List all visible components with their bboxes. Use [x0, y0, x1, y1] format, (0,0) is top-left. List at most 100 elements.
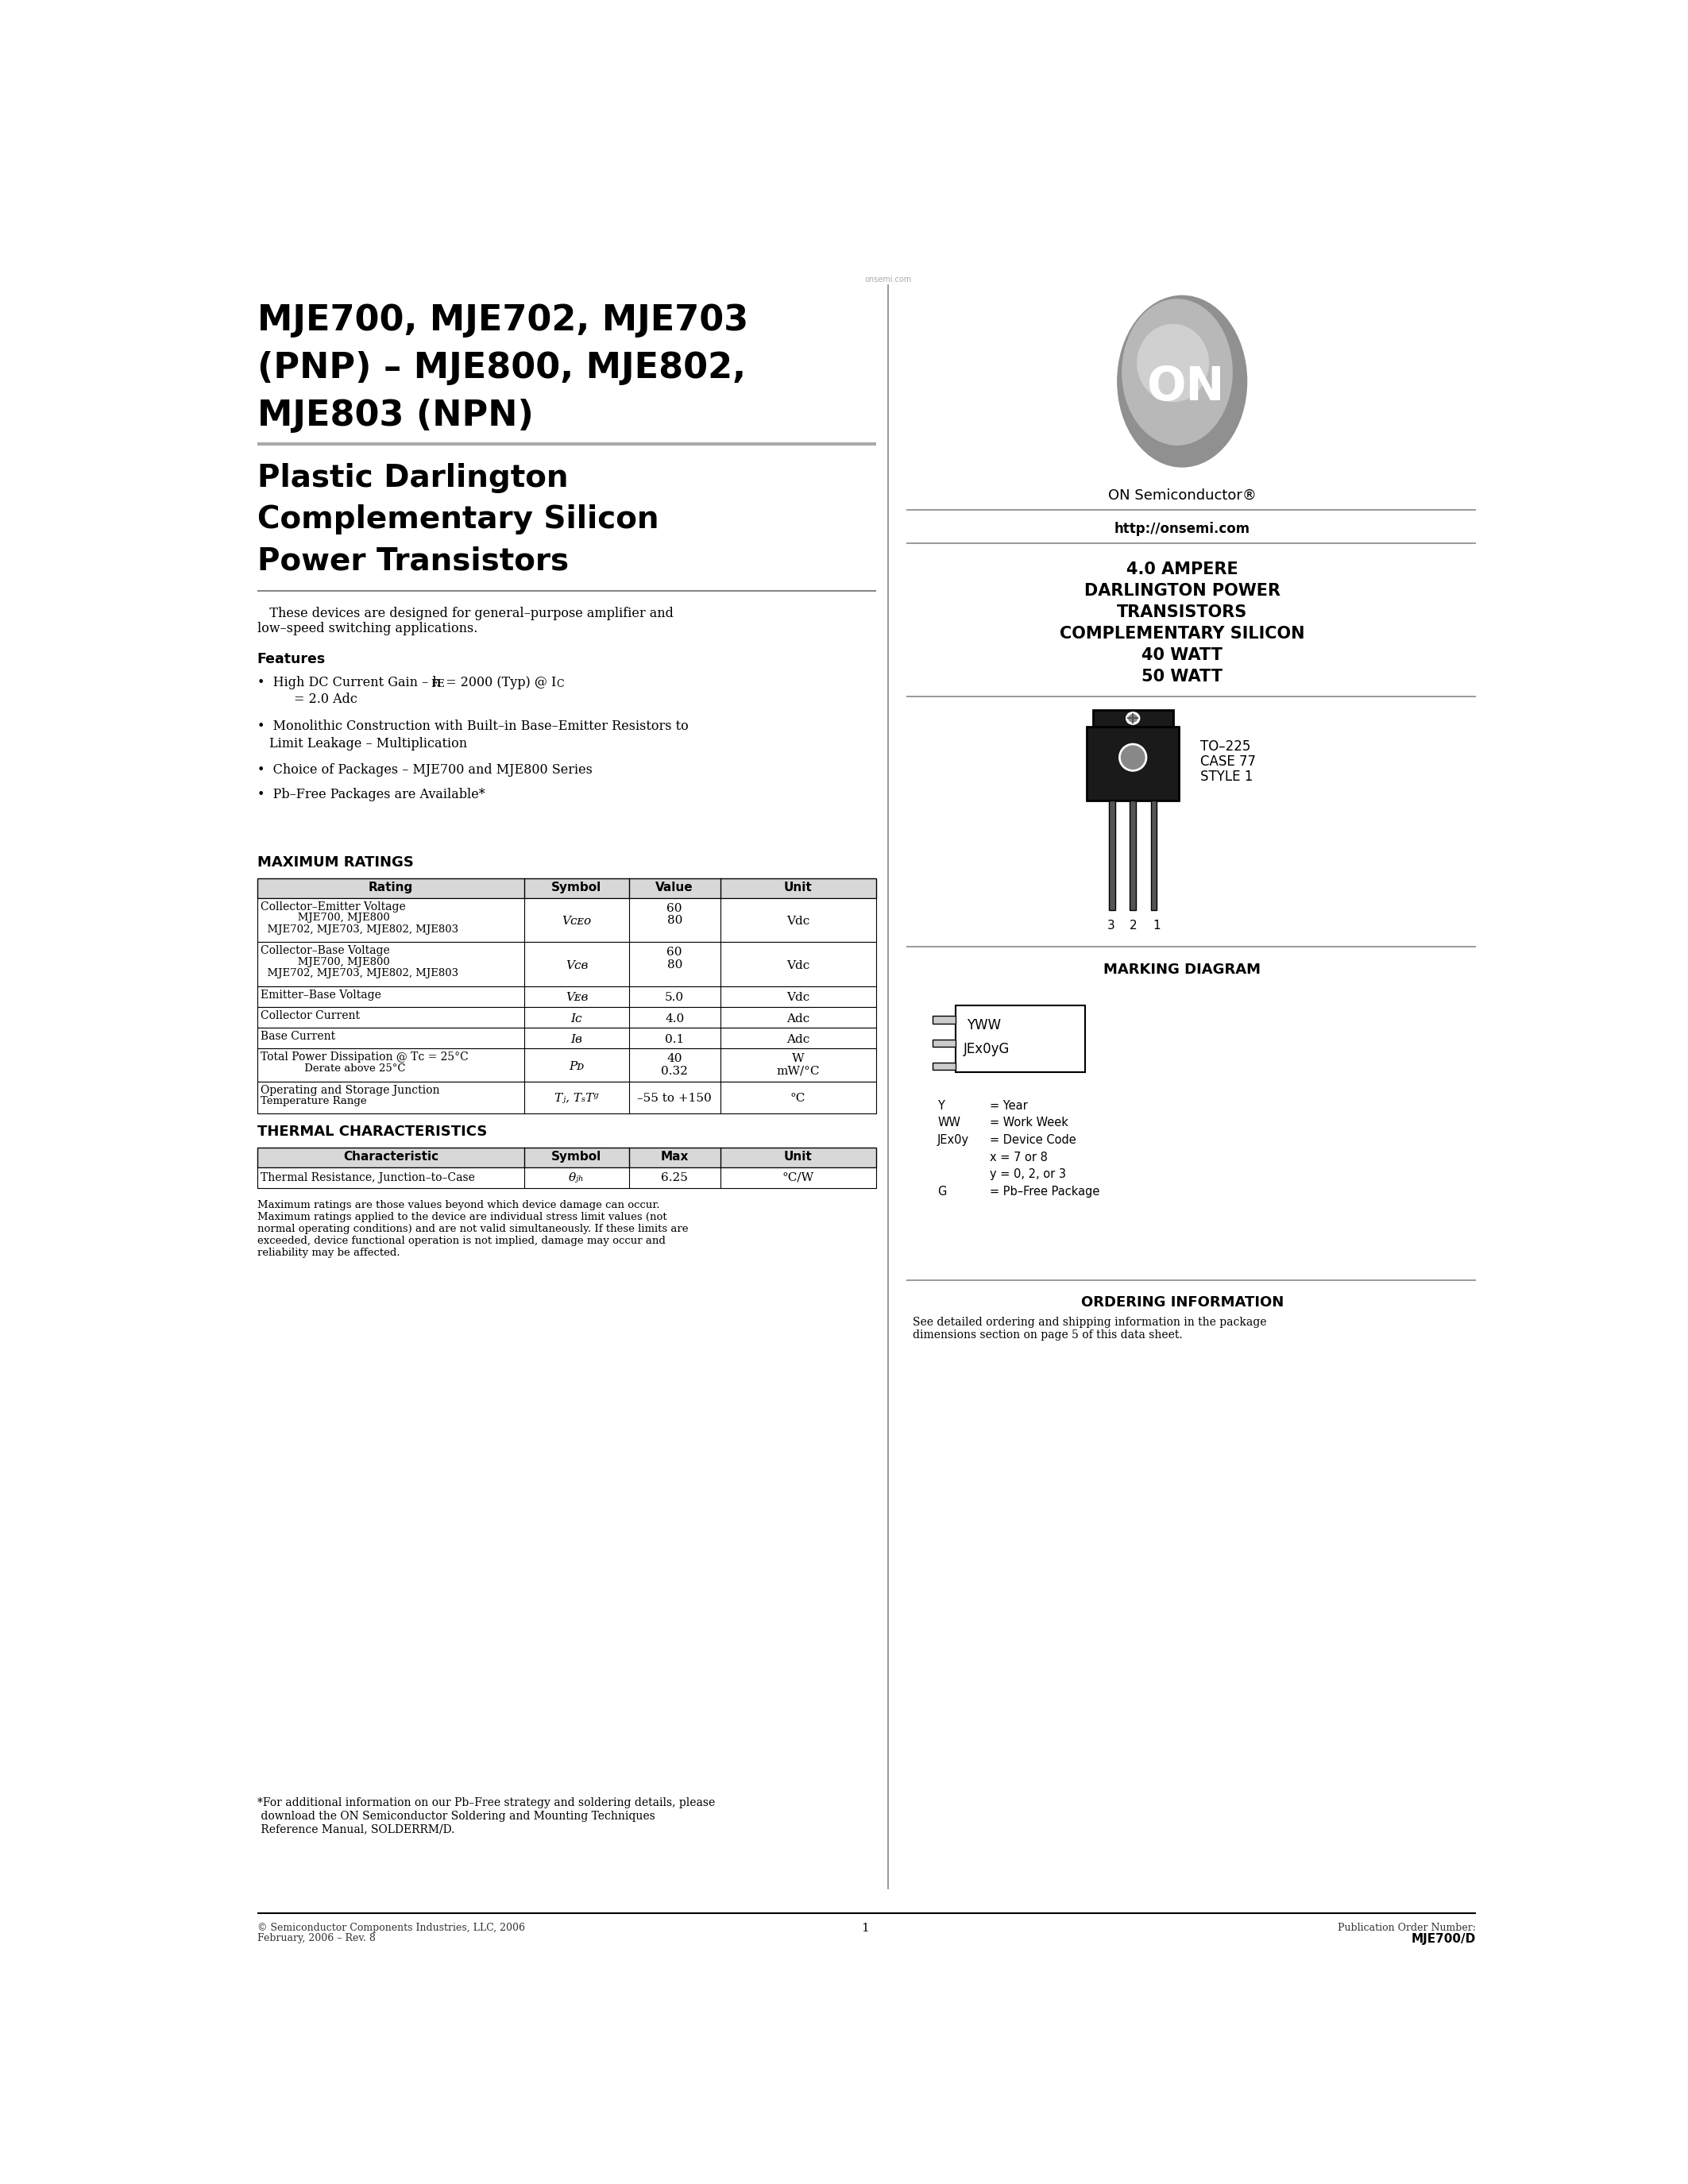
Text: ON Semiconductor®: ON Semiconductor®: [1107, 489, 1256, 502]
Bar: [257, 1029, 876, 1048]
Text: February, 2006 – Rev. 8: February, 2006 – Rev. 8: [257, 1933, 375, 1944]
Text: y = 0, 2, or 3: y = 0, 2, or 3: [989, 1168, 1067, 1179]
Text: Vᴄᴇᴏ: Vᴄᴇᴏ: [562, 915, 591, 926]
Text: JEx0y: JEx0y: [937, 1133, 969, 1147]
Text: COMPLEMENTARY SILICON: COMPLEMENTARY SILICON: [1060, 627, 1305, 642]
Text: Collector–Emitter Voltage: Collector–Emitter Voltage: [260, 902, 405, 913]
Text: STYLE 1: STYLE 1: [1200, 769, 1252, 784]
Text: Symbol: Symbol: [552, 1151, 603, 1162]
Text: Unit: Unit: [783, 1151, 812, 1162]
Text: = Work Week: = Work Week: [989, 1116, 1069, 1129]
Text: Derate above 25°C: Derate above 25°C: [260, 1064, 405, 1075]
Text: Base Current: Base Current: [260, 1031, 334, 1042]
Text: 60: 60: [667, 902, 682, 915]
Bar: [257, 1147, 876, 1166]
Text: •  Choice of Packages – MJE700 and MJE800 Series: • Choice of Packages – MJE700 and MJE800…: [257, 764, 592, 778]
Text: MJE700, MJE800: MJE700, MJE800: [260, 913, 390, 924]
Text: Tⱼ, TₛTᵍ: Tⱼ, TₛTᵍ: [555, 1094, 599, 1105]
Text: = Year: = Year: [989, 1101, 1028, 1112]
Text: onsemi.com: onsemi.com: [864, 275, 912, 284]
Text: = 2.0 Adc: = 2.0 Adc: [294, 692, 358, 705]
Text: θⱼₕ: θⱼₕ: [569, 1173, 584, 1184]
Text: *For additional information on our Pb–Free strategy and soldering details, pleas: *For additional information on our Pb–Fr…: [257, 1797, 716, 1808]
Text: Thermal Resistance, Junction–to–Case: Thermal Resistance, Junction–to–Case: [260, 1173, 474, 1184]
Text: Max: Max: [660, 1151, 689, 1162]
Text: Vdc: Vdc: [787, 959, 810, 972]
Text: 80: 80: [667, 915, 682, 926]
Text: YWW: YWW: [967, 1018, 1001, 1033]
Bar: [1129, 799, 1136, 911]
Ellipse shape: [1126, 712, 1139, 725]
Bar: [257, 878, 876, 898]
Bar: [1109, 799, 1116, 911]
Text: 1: 1: [861, 1922, 869, 1933]
Text: Vᴄв: Vᴄв: [565, 959, 587, 972]
Bar: [932, 1040, 955, 1046]
Text: Complementary Silicon: Complementary Silicon: [257, 505, 658, 535]
Bar: [932, 1064, 955, 1070]
Text: Limit Leakage – Multiplication: Limit Leakage – Multiplication: [270, 736, 468, 749]
Text: MJE702, MJE703, MJE802, MJE803: MJE702, MJE703, MJE802, MJE803: [260, 968, 457, 978]
Text: ORDERING INFORMATION: ORDERING INFORMATION: [1080, 1295, 1283, 1310]
Bar: [932, 1016, 955, 1024]
Text: Operating and Storage Junction: Operating and Storage Junction: [260, 1085, 439, 1096]
Bar: [257, 898, 876, 941]
Ellipse shape: [1119, 745, 1146, 771]
Text: FE: FE: [430, 679, 446, 690]
Ellipse shape: [1117, 295, 1247, 467]
Text: MAXIMUM RATINGS: MAXIMUM RATINGS: [257, 856, 414, 869]
Text: MJE700, MJE800: MJE700, MJE800: [260, 957, 390, 968]
Text: Iв: Iв: [571, 1033, 582, 1044]
Text: Unit: Unit: [783, 882, 812, 893]
Text: Vdc: Vdc: [787, 915, 810, 926]
Text: See detailed ordering and shipping information in the package
dimensions section: See detailed ordering and shipping infor…: [913, 1317, 1266, 1341]
Text: Value: Value: [655, 882, 694, 893]
Text: http://onsemi.com: http://onsemi.com: [1114, 522, 1251, 537]
Bar: [257, 1081, 876, 1114]
Text: These devices are designed for general–purpose amplifier and
low–speed switching: These devices are designed for general–p…: [257, 607, 674, 636]
Text: 0.1: 0.1: [665, 1033, 684, 1044]
Text: DARLINGTON POWER: DARLINGTON POWER: [1084, 583, 1280, 598]
Ellipse shape: [1129, 714, 1138, 723]
Text: •  High DC Current Gain – h: • High DC Current Gain – h: [257, 675, 441, 688]
Text: Temperature Range: Temperature Range: [260, 1096, 366, 1107]
Text: Collector–Base Voltage: Collector–Base Voltage: [260, 946, 390, 957]
Ellipse shape: [1123, 299, 1232, 446]
Text: 80: 80: [667, 959, 682, 970]
Text: Collector Current: Collector Current: [260, 1009, 360, 1022]
Text: °C/W: °C/W: [782, 1173, 814, 1184]
Text: 4.0: 4.0: [665, 1013, 684, 1024]
Bar: [257, 1166, 876, 1188]
Text: Pᴅ: Pᴅ: [569, 1061, 584, 1072]
Text: CASE 77: CASE 77: [1200, 753, 1256, 769]
Text: Features: Features: [257, 653, 326, 666]
Text: Adc: Adc: [787, 1033, 810, 1044]
Text: MJE702, MJE703, MJE802, MJE803: MJE702, MJE703, MJE802, MJE803: [260, 924, 457, 935]
Text: MJE803 (NPN): MJE803 (NPN): [257, 400, 533, 432]
Text: x = 7 or 8: x = 7 or 8: [989, 1151, 1048, 1164]
Text: Adc: Adc: [787, 1013, 810, 1024]
Bar: [1087, 727, 1178, 799]
Text: 2: 2: [1129, 919, 1136, 930]
Text: = 2000 (Typ) @ I: = 2000 (Typ) @ I: [442, 675, 557, 688]
Text: TRANSISTORS: TRANSISTORS: [1117, 605, 1247, 620]
Text: Power Transistors: Power Transistors: [257, 546, 569, 577]
Text: 40: 40: [667, 1053, 682, 1064]
Text: Vᴇв: Vᴇв: [565, 992, 587, 1002]
Text: 3: 3: [1107, 919, 1114, 930]
Text: 0.32: 0.32: [662, 1066, 689, 1077]
Text: Total Power Dissipation @ Tᴄ = 25°C: Total Power Dissipation @ Tᴄ = 25°C: [260, 1051, 468, 1064]
Text: TO–225: TO–225: [1200, 738, 1251, 753]
Text: (PNP) – MJE800, MJE802,: (PNP) – MJE800, MJE802,: [257, 352, 746, 387]
Ellipse shape: [1138, 325, 1209, 402]
Text: MJE700, MJE702, MJE703: MJE700, MJE702, MJE703: [257, 304, 748, 339]
Text: 6.25: 6.25: [662, 1173, 689, 1184]
Text: Publication Order Number:: Publication Order Number:: [1339, 1922, 1475, 1933]
Text: G: G: [937, 1186, 947, 1197]
Text: Maximum ratings are those values beyond which device damage can occur.
Maximum r: Maximum ratings are those values beyond …: [257, 1201, 689, 1258]
Text: C: C: [557, 679, 564, 690]
Text: Plastic Darlington: Plastic Darlington: [257, 463, 569, 494]
Bar: [257, 1048, 876, 1081]
Text: MJE700/D: MJE700/D: [1411, 1933, 1475, 1944]
Text: download the ON Semiconductor Soldering and Mounting Techniques: download the ON Semiconductor Soldering …: [257, 1811, 655, 1821]
